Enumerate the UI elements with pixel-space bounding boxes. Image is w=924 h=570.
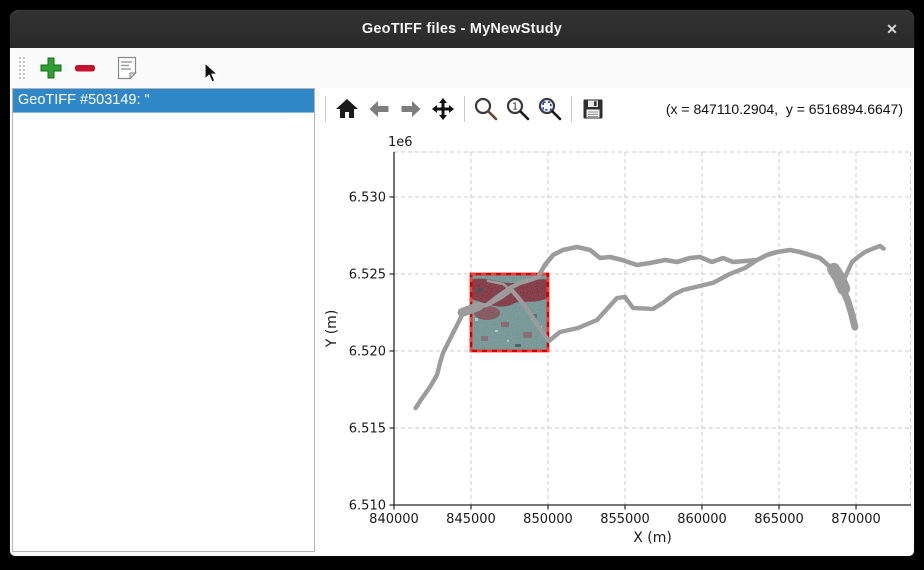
axes: 840000 845000 850000 855000 860000 865000 8700…	[324, 135, 911, 546]
zoom-one-icon: 1	[506, 97, 530, 121]
pan-button[interactable]	[428, 94, 458, 124]
svg-text:1: 1	[512, 102, 518, 113]
river-south-branch	[507, 257, 760, 344]
forward-button[interactable]	[396, 94, 426, 124]
river-image-junction	[457, 301, 484, 317]
list-item-geotiff[interactable]: GeoTIFF #503149: "	[13, 89, 314, 113]
separator	[325, 96, 326, 122]
zoom-button[interactable]	[471, 94, 501, 124]
save-icon	[583, 99, 603, 119]
separator	[571, 96, 572, 122]
svg-text:6.510: 6.510	[349, 499, 386, 514]
zoom-rect-icon	[538, 97, 562, 121]
close-button[interactable]: ✕	[886, 20, 898, 37]
zoom-one-button[interactable]: 1	[503, 94, 533, 124]
svg-text:6.530: 6.530	[349, 190, 386, 205]
titlebar[interactable]: GeoTIFF files - MyNewStudy ✕	[10, 10, 914, 49]
geotiff-list[interactable]: GeoTIFF #503149: "	[12, 88, 315, 552]
map-plot[interactable]: 840000 845000 850000 855000 860000 865000 8700…	[320, 130, 911, 556]
separator	[464, 96, 465, 122]
remove-geotiff-button[interactable]	[69, 52, 101, 84]
home-icon	[336, 99, 358, 118]
svg-text:855000: 855000	[600, 512, 650, 527]
svg-text:6.515: 6.515	[349, 421, 386, 436]
forward-arrow-icon	[401, 101, 421, 117]
home-button[interactable]	[332, 94, 362, 124]
back-button[interactable]	[364, 94, 394, 124]
svg-text:865000: 865000	[754, 512, 804, 527]
minus-icon	[75, 65, 95, 72]
pan-icon	[432, 98, 454, 120]
plus-icon	[40, 57, 62, 79]
svg-text:845000: 845000	[446, 512, 496, 527]
svg-text:850000: 850000	[523, 512, 573, 527]
main-toolbar	[10, 48, 914, 88]
toolbar-drag-handle[interactable]	[17, 55, 27, 81]
svg-text:6.525: 6.525	[349, 267, 386, 282]
river-south-spur	[837, 282, 859, 331]
notes-button[interactable]	[111, 52, 143, 84]
svg-text:870000: 870000	[831, 512, 881, 527]
app-window: GeoTIFF files - MyNewStudy ✕ GeoTIFF #	[10, 10, 914, 556]
svg-text:840000: 840000	[369, 512, 419, 527]
map-figure: 1	[320, 88, 911, 556]
window-title: GeoTIFF files - MyNewStudy	[361, 21, 563, 37]
river-inner-loop	[486, 279, 514, 307]
back-arrow-icon	[369, 101, 389, 117]
river-north-branch	[535, 244, 838, 280]
axis-offset-label: 1e6	[388, 135, 413, 150]
cursor-coordinates: (x = 847110.2904, y = 6516894.6647)	[665, 101, 903, 117]
river-outlet-channel	[841, 243, 886, 283]
map-plot-canvas[interactable]: 840000 845000 850000 855000 860000 865000 8700…	[320, 130, 911, 556]
x-axis-label: X (m)	[633, 530, 672, 546]
svg-text:860000: 860000	[677, 512, 727, 527]
zoom-rect-button[interactable]	[535, 94, 565, 124]
svg-text:6.520: 6.520	[349, 344, 386, 359]
satellite-image	[469, 272, 550, 353]
notes-icon	[117, 56, 137, 80]
plot-toolbar: 1	[320, 88, 911, 130]
save-button[interactable]	[578, 94, 608, 124]
river-network	[413, 243, 886, 411]
y-axis-label: Y (m)	[324, 310, 340, 349]
zoom-icon	[474, 97, 498, 121]
add-geotiff-button[interactable]	[35, 52, 67, 84]
